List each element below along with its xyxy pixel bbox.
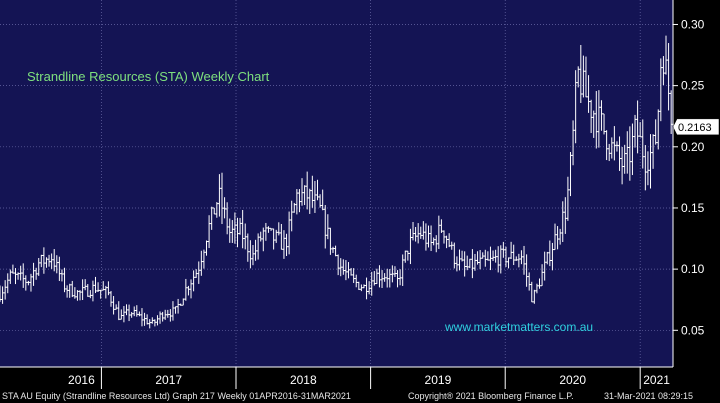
x-year-label: 2018: [290, 373, 317, 387]
footer-security-info: STA AU Equity (Strandline Resources Ltd)…: [2, 391, 351, 401]
footer-copyright: Copyright® 2021 Bloomberg Finance L.P.: [408, 391, 574, 401]
y-tick-label: 0.10: [681, 262, 705, 276]
y-tick-label: 0.05: [681, 323, 705, 337]
price-chart: 0.050.100.150.200.250.30 2016 2017 2018 201…: [0, 0, 720, 389]
chart-title: Strandline Resources (STA) Weekly Chart: [27, 69, 270, 84]
x-axis: 2016 2017 2018 2019 2020 2021: [0, 366, 673, 389]
x-year-label: 2019: [425, 373, 452, 387]
price-bars: [0, 35, 674, 329]
footer-bar: STA AU Equity (Strandline Resources Ltd)…: [0, 389, 720, 403]
gridlines: [0, 0, 673, 367]
y-tick-label: 0.25: [681, 79, 705, 93]
y-tick-label: 0.20: [681, 140, 705, 154]
footer-timestamp: 31-Mar-2021 08:29:15: [604, 391, 694, 401]
x-year-label: 2016: [68, 373, 95, 387]
x-year-label: 2020: [559, 373, 586, 387]
y-axis: 0.05 0.10 0.15 0.20 0.25 0.30: [672, 0, 705, 367]
last-price-tag: 0.2163: [672, 118, 720, 136]
watermark-url: www.marketmatters.com.au: [444, 320, 593, 334]
plot-background: [0, 0, 673, 367]
x-year-label: 2017: [155, 373, 182, 387]
last-price-label: 0.2163: [678, 122, 712, 134]
y-tick-label: 0.15: [681, 201, 705, 215]
y-tick-label: 0.30: [681, 17, 705, 31]
x-year-label: 2021: [643, 373, 670, 387]
